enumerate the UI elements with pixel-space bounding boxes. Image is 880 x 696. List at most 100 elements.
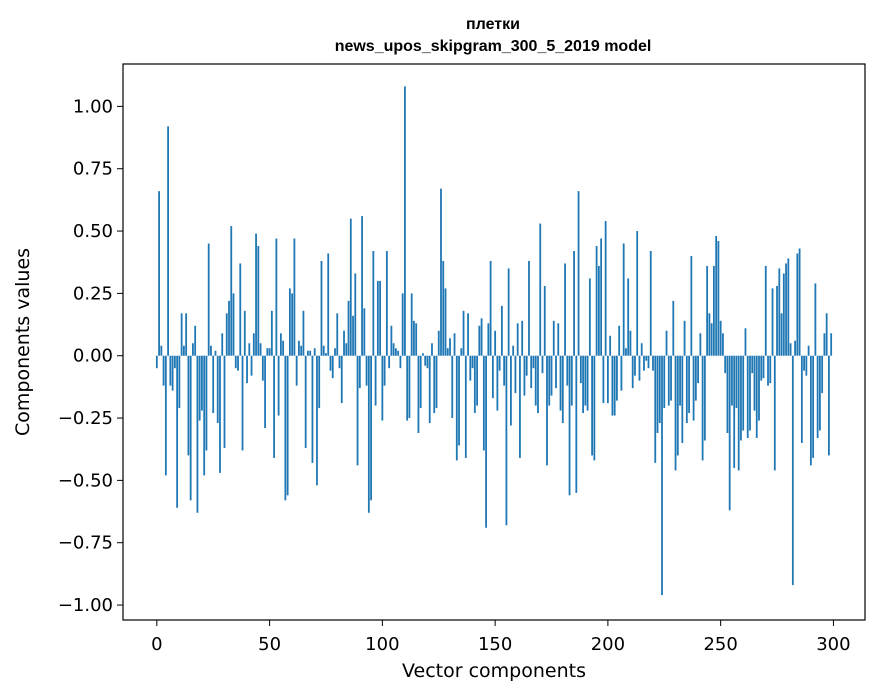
bar [374, 355, 377, 406]
bar [173, 355, 176, 369]
bar [663, 355, 666, 409]
bar [259, 343, 262, 356]
bar [379, 280, 381, 356]
bar [692, 355, 695, 421]
bar [462, 310, 465, 356]
bar [329, 355, 332, 371]
bar [232, 293, 235, 356]
bar [769, 355, 772, 384]
bar [415, 323, 418, 356]
bar [699, 333, 702, 356]
bar [643, 355, 645, 371]
bar [327, 253, 330, 356]
bar [785, 263, 787, 356]
x-axis-label: Vector components [402, 660, 586, 682]
bar [453, 333, 456, 356]
bar [753, 355, 756, 411]
bar [782, 273, 785, 356]
bar [715, 236, 718, 356]
bar [534, 355, 537, 406]
bar [676, 355, 679, 456]
bar [401, 293, 404, 356]
bar [426, 355, 429, 369]
bar [722, 333, 724, 356]
bar [487, 323, 490, 356]
bar [773, 355, 776, 471]
bar [665, 330, 668, 356]
bar [361, 216, 363, 356]
bar [550, 355, 553, 396]
bar [816, 355, 819, 438]
bar [473, 355, 476, 414]
bar [205, 355, 208, 451]
bar [277, 355, 280, 416]
bar [733, 355, 736, 468]
bar [740, 355, 742, 441]
bar [176, 355, 179, 508]
bar [182, 345, 185, 356]
bar [291, 293, 294, 356]
bar [246, 355, 248, 384]
bar [435, 355, 438, 409]
bar [821, 355, 824, 394]
bar [354, 273, 357, 356]
bar [701, 355, 704, 461]
bar [744, 328, 747, 356]
x-tick-label: 100 [365, 634, 399, 655]
bar [467, 313, 469, 356]
bar [293, 238, 296, 356]
bar [771, 288, 774, 356]
bar [167, 126, 169, 356]
bar [225, 313, 228, 356]
bar [528, 260, 530, 356]
bar [194, 325, 197, 356]
bar [828, 355, 830, 456]
bar [780, 313, 783, 356]
bar [778, 268, 781, 356]
y-axis-ticks: 1.00 0.75 0.50 0.25 0.00 −0.25 −0.50 −0.75 −1.00 [58, 96, 123, 616]
bar [514, 355, 517, 394]
bar [685, 355, 688, 424]
bar [322, 345, 325, 356]
bar [672, 300, 675, 356]
bar [543, 285, 546, 356]
bar [440, 188, 442, 356]
x-tick-label: 300 [816, 634, 850, 655]
bar [670, 355, 672, 401]
bar [216, 355, 219, 424]
bar [539, 223, 542, 356]
bar [631, 355, 634, 389]
bar [796, 253, 799, 356]
bar [390, 325, 393, 356]
bar [376, 280, 379, 356]
bar [295, 355, 298, 386]
bar [158, 191, 160, 356]
bar [521, 320, 524, 356]
bar [343, 330, 345, 356]
bar [460, 348, 463, 356]
bar [683, 320, 686, 356]
y-tick-label: 0.25 [73, 283, 113, 304]
bar [629, 330, 632, 356]
bar [476, 355, 478, 406]
bar [243, 310, 246, 356]
bar [358, 355, 361, 389]
bar [584, 355, 587, 406]
plot-frame [122, 63, 866, 621]
bar [620, 355, 623, 391]
bar [818, 355, 821, 431]
bar [302, 310, 305, 356]
bar [307, 350, 309, 356]
bars-group [155, 86, 833, 596]
bar [160, 345, 163, 356]
y-tick-label: −1.00 [58, 595, 113, 616]
bar [189, 355, 192, 501]
bar [334, 348, 336, 356]
bar [798, 248, 801, 356]
x-tick-label: 50 [258, 634, 281, 655]
x-tick-label: 250 [703, 634, 737, 655]
bar [187, 355, 190, 456]
bar [755, 355, 758, 438]
bar [352, 315, 354, 356]
bar [767, 355, 769, 386]
